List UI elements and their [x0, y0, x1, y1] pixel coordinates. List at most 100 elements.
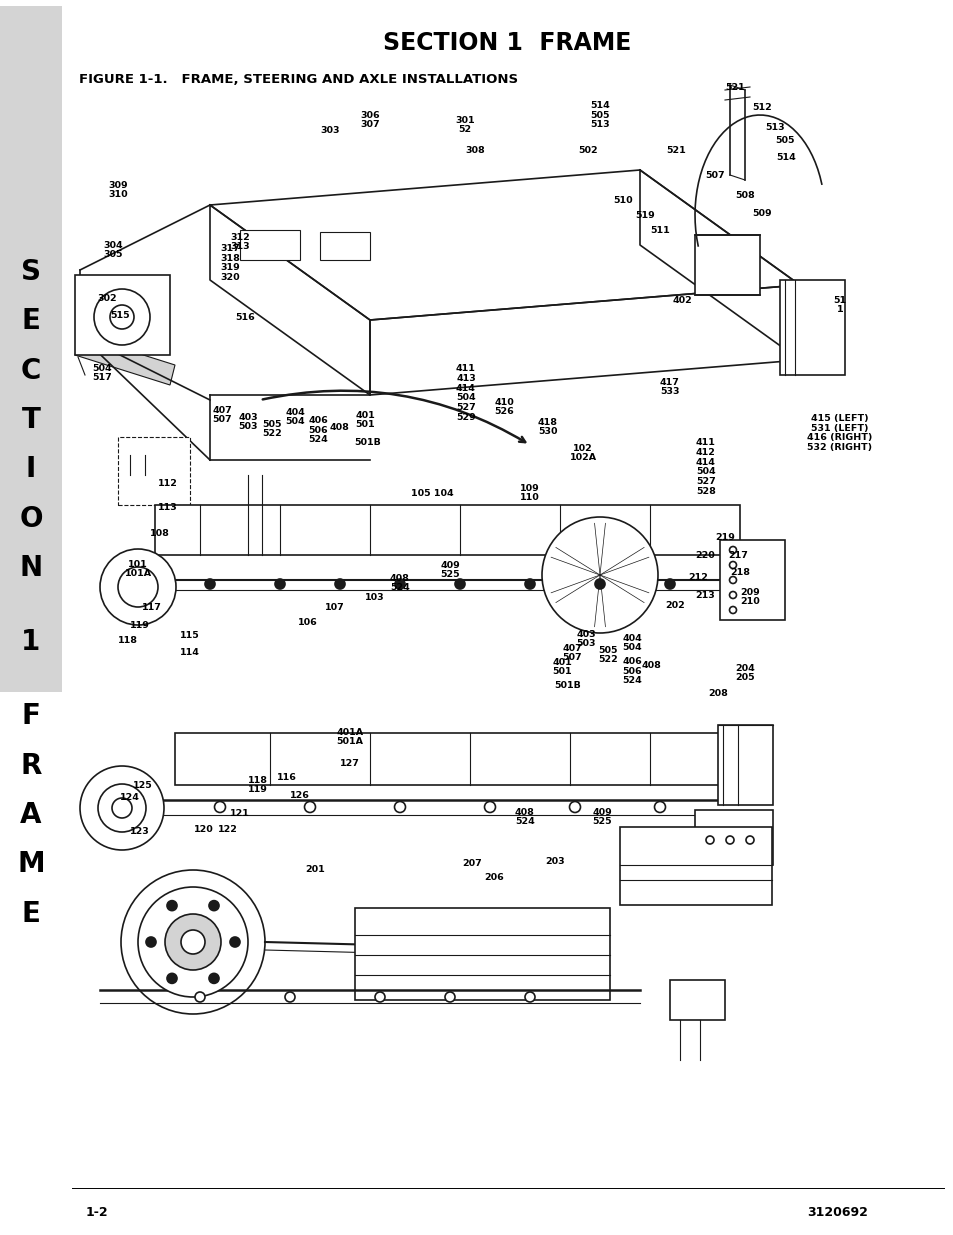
Text: SECTION 1  FRAME: SECTION 1 FRAME	[382, 31, 631, 56]
Circle shape	[524, 992, 535, 1002]
Circle shape	[725, 836, 733, 844]
Text: 302: 302	[97, 294, 116, 303]
Text: 317
318
319
320: 317 318 319 320	[220, 245, 240, 282]
Text: 521: 521	[724, 83, 744, 91]
Text: 209
210: 209 210	[740, 588, 760, 606]
Bar	[240, 230, 299, 261]
Text: 218: 218	[729, 568, 749, 577]
Text: 303: 303	[320, 126, 339, 135]
Circle shape	[100, 550, 175, 625]
Text: 407
507: 407 507	[212, 405, 232, 425]
Bar	[720, 540, 784, 620]
Circle shape	[205, 579, 214, 589]
Text: 511: 511	[649, 226, 669, 235]
Bar	[154, 505, 740, 555]
Circle shape	[110, 305, 133, 329]
Text: 418
530: 418 530	[537, 417, 558, 436]
Circle shape	[569, 802, 579, 813]
Text: 202: 202	[664, 600, 684, 610]
Bar	[619, 827, 771, 905]
Text: 501B: 501B	[355, 437, 381, 447]
Circle shape	[484, 802, 495, 813]
Text: 409
525: 409 525	[439, 561, 459, 579]
Circle shape	[729, 577, 736, 583]
Text: 206: 206	[483, 872, 503, 882]
Text: 212: 212	[687, 573, 707, 582]
Text: 312
313: 312 313	[230, 232, 250, 252]
Text: 114: 114	[180, 647, 200, 657]
Text: 109
110: 109 110	[519, 484, 539, 503]
Circle shape	[335, 579, 345, 589]
Text: 515: 515	[111, 310, 130, 320]
Text: 122: 122	[218, 825, 237, 835]
Text: 118
119: 118 119	[248, 776, 268, 794]
Text: 507: 507	[704, 170, 724, 179]
Circle shape	[395, 579, 405, 589]
Text: 402: 402	[672, 295, 691, 305]
Text: 408
524: 408 524	[390, 573, 410, 593]
Circle shape	[705, 836, 713, 844]
Text: 411
412
414
504
527
528: 411 412 414 504 527 528	[696, 438, 715, 495]
Text: F: F	[22, 703, 40, 730]
Text: 3120692: 3120692	[806, 1207, 867, 1219]
Polygon shape	[75, 335, 174, 385]
Text: 116: 116	[276, 773, 296, 782]
Circle shape	[146, 937, 156, 947]
Text: 502: 502	[578, 146, 598, 154]
Text: 508: 508	[735, 190, 754, 200]
Circle shape	[274, 579, 285, 589]
Text: 207: 207	[461, 858, 481, 867]
Text: N: N	[19, 555, 43, 582]
Circle shape	[524, 579, 535, 589]
Text: 409
525: 409 525	[592, 808, 611, 826]
Bar	[319, 232, 370, 261]
Circle shape	[112, 798, 132, 818]
Text: 512: 512	[751, 103, 771, 111]
Bar	[695, 235, 760, 295]
Text: 203: 203	[544, 857, 564, 867]
Circle shape	[444, 992, 455, 1002]
Bar	[669, 981, 724, 1020]
Text: 417
533: 417 533	[659, 378, 679, 396]
Text: C: C	[21, 357, 41, 384]
Circle shape	[94, 289, 150, 345]
Text: M: M	[17, 851, 45, 878]
Text: 306
307: 306 307	[360, 111, 379, 130]
Text: 407
507: 407 507	[561, 643, 581, 662]
Text: 516: 516	[234, 312, 254, 321]
Bar	[75, 275, 170, 354]
Text: 220: 220	[695, 551, 714, 559]
Text: T: T	[22, 406, 40, 433]
Bar	[355, 908, 609, 1000]
Bar	[780, 280, 844, 375]
Text: 514
505
513: 514 505 513	[590, 101, 609, 130]
Circle shape	[167, 900, 177, 910]
Circle shape	[230, 937, 240, 947]
Text: 304
305: 304 305	[103, 241, 123, 259]
Text: 201: 201	[305, 866, 325, 874]
Text: 101
101A: 101 101A	[124, 559, 152, 578]
Text: S: S	[21, 258, 41, 285]
Circle shape	[209, 900, 219, 910]
Circle shape	[729, 547, 736, 553]
Text: 103: 103	[365, 593, 384, 601]
Circle shape	[729, 562, 736, 568]
Text: 124: 124	[120, 794, 140, 803]
Bar	[718, 725, 772, 805]
Text: 509: 509	[751, 209, 771, 217]
Text: 51
1: 51 1	[833, 295, 845, 315]
Text: 513: 513	[764, 122, 784, 131]
Circle shape	[80, 766, 164, 850]
Text: 406
506
524: 406 506 524	[308, 416, 328, 445]
Text: 208: 208	[707, 688, 727, 698]
Circle shape	[121, 869, 265, 1014]
Text: 217: 217	[727, 551, 747, 559]
Text: 117: 117	[142, 603, 162, 611]
Text: 504
517: 504 517	[92, 363, 112, 383]
Text: 301
52: 301 52	[455, 116, 475, 135]
Text: 105 104: 105 104	[410, 489, 453, 498]
Text: E: E	[22, 308, 40, 335]
Text: 115: 115	[180, 631, 200, 640]
Circle shape	[304, 802, 315, 813]
Text: 415 (LEFT)
531 (LEFT)
416 (RIGHT)
532 (RIGHT): 415 (LEFT) 531 (LEFT) 416 (RIGHT) 532 (R…	[806, 414, 872, 452]
